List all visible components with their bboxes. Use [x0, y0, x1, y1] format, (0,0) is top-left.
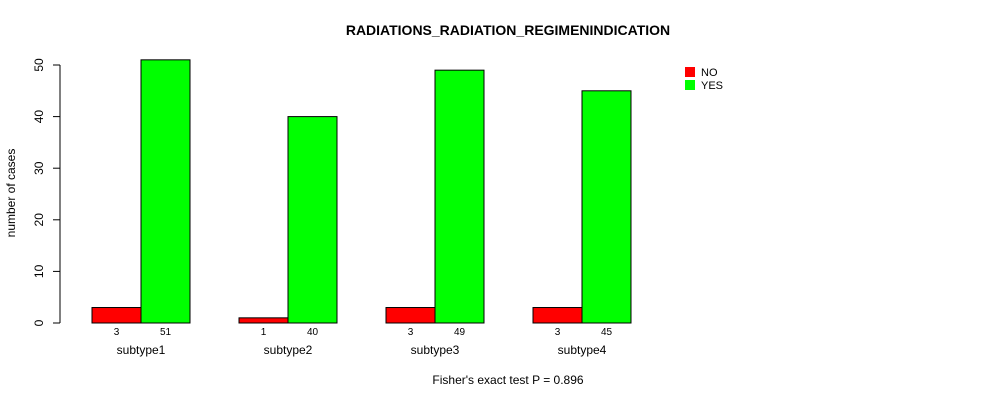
bar-subtype4-no — [532, 307, 583, 324]
bar-value-label: 3 — [555, 327, 561, 338]
legend-label-yes: YES — [701, 80, 723, 92]
bar-subtype4-yes — [581, 90, 632, 324]
legend-swatch-yes — [685, 80, 695, 90]
legend-label-no: NO — [701, 67, 718, 79]
chart-title: RADIATIONS_RADIATION_REGIMENINDICATION — [346, 22, 670, 38]
y-axis: 0 10 20 30 40 50 — [32, 58, 61, 326]
bar-subtype2-yes — [287, 116, 338, 324]
bar-group-subtype2: 1 40 subtype2 — [238, 116, 338, 357]
y-tick-label: 30 — [32, 161, 46, 175]
y-tick-label: 40 — [32, 110, 46, 124]
bar-group-subtype3: 3 49 subtype3 — [385, 69, 485, 357]
bar-value-label: 3 — [408, 327, 414, 338]
bar-subtype1-no — [91, 307, 142, 324]
bar-group-subtype1: 3 51 subtype1 — [91, 59, 191, 357]
bar-subtype2-no — [238, 317, 289, 324]
y-tick-label: 10 — [32, 264, 46, 278]
bar-subtype1-yes — [140, 59, 191, 324]
y-tick-label: 50 — [32, 58, 46, 72]
y-axis-label: number of cases — [4, 149, 18, 238]
category-label: subtype1 — [117, 343, 166, 357]
y-tick-label: 0 — [32, 319, 46, 326]
y-tick-label: 20 — [32, 213, 46, 227]
bar-value-label: 3 — [114, 327, 120, 338]
bar-value-label: 45 — [601, 327, 613, 338]
category-label: subtype4 — [558, 343, 607, 357]
bar-value-label: 49 — [454, 327, 466, 338]
fisher-test-note: Fisher's exact test P = 0.896 — [432, 373, 583, 387]
bar-value-label: 1 — [261, 327, 267, 338]
bar-group-subtype4: 3 45 subtype4 — [532, 90, 632, 357]
legend-swatch-no — [685, 67, 695, 77]
bar-value-label: 51 — [160, 327, 172, 338]
bar-subtype3-yes — [434, 69, 485, 324]
bar-groups: 3 51 subtype1 1 40 subtype2 3 49 subtype3 3 45 subt… — [91, 59, 632, 357]
category-label: subtype3 — [411, 343, 460, 357]
bar-value-label: 40 — [307, 327, 319, 338]
bar-subtype3-no — [385, 307, 436, 324]
category-label: subtype2 — [264, 343, 313, 357]
